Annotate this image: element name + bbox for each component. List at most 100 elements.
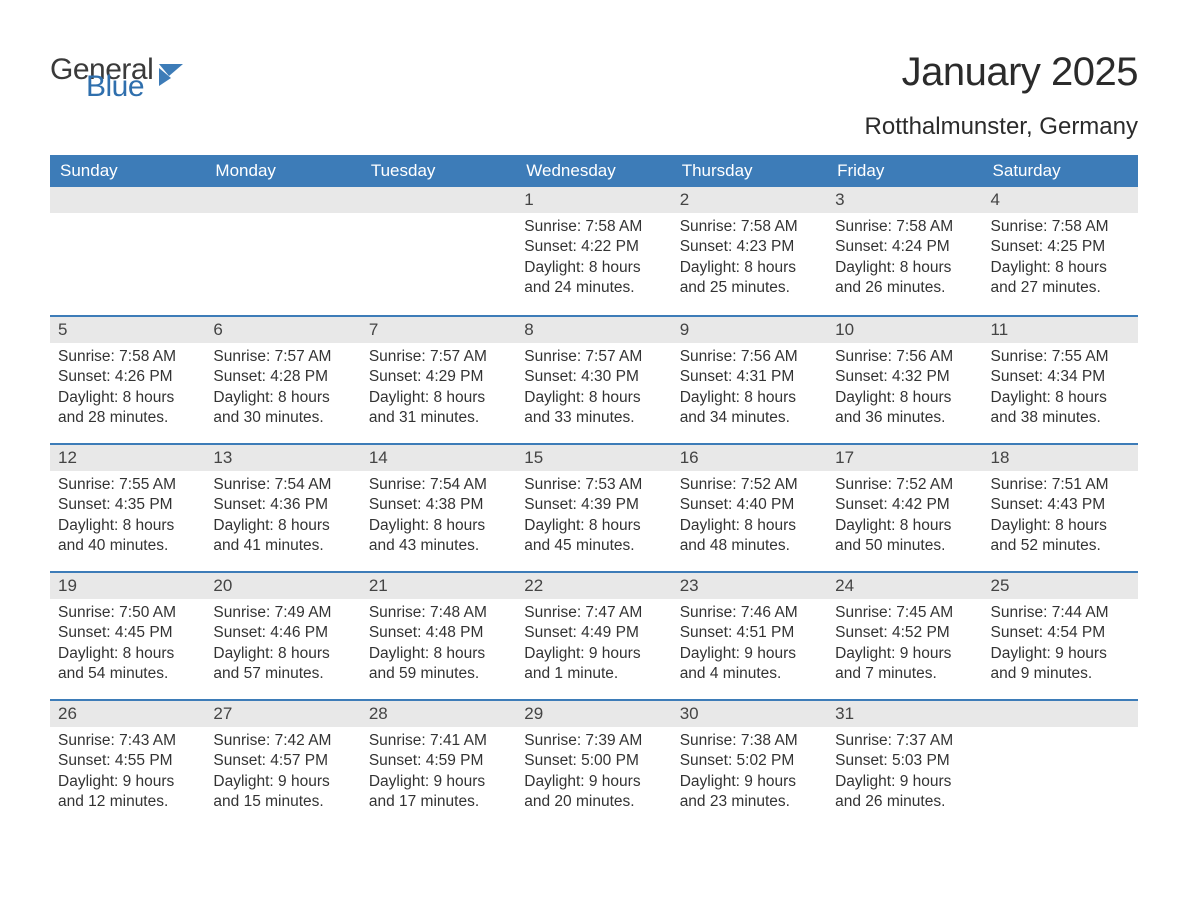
day-number: 15 (516, 445, 671, 471)
sunset-line: Sunset: 4:24 PM (835, 237, 974, 257)
day-details: Sunrise: 7:50 AMSunset: 4:45 PMDaylight:… (50, 599, 205, 685)
day-details: Sunrise: 7:56 AMSunset: 4:31 PMDaylight:… (672, 343, 827, 429)
calendar-cell: 1Sunrise: 7:58 AMSunset: 4:22 PMDaylight… (516, 187, 671, 315)
calendar-cell: 6Sunrise: 7:57 AMSunset: 4:28 PMDaylight… (205, 315, 360, 443)
calendar-cell: 29Sunrise: 7:39 AMSunset: 5:00 PMDayligh… (516, 699, 671, 827)
day-number: 27 (205, 701, 360, 727)
day-number: 22 (516, 573, 671, 599)
day-details: Sunrise: 7:43 AMSunset: 4:55 PMDaylight:… (50, 727, 205, 813)
day-number: 17 (827, 445, 982, 471)
sunset-line: Sunset: 4:57 PM (213, 751, 352, 771)
sunrise-line: Sunrise: 7:45 AM (835, 603, 974, 623)
day-details: Sunrise: 7:49 AMSunset: 4:46 PMDaylight:… (205, 599, 360, 685)
daylight-line: Daylight: 8 hours and 24 minutes. (524, 258, 663, 299)
calendar-cell: 11Sunrise: 7:55 AMSunset: 4:34 PMDayligh… (983, 315, 1138, 443)
logo-text: General Blue (50, 56, 153, 100)
sunset-line: Sunset: 4:36 PM (213, 495, 352, 515)
day-details: Sunrise: 7:54 AMSunset: 4:36 PMDaylight:… (205, 471, 360, 557)
sunrise-line: Sunrise: 7:48 AM (369, 603, 508, 623)
sunset-line: Sunset: 4:22 PM (524, 237, 663, 257)
day-details: Sunrise: 7:44 AMSunset: 4:54 PMDaylight:… (983, 599, 1138, 685)
calendar-cell: 14Sunrise: 7:54 AMSunset: 4:38 PMDayligh… (361, 443, 516, 571)
calendar-cell (983, 699, 1138, 827)
sunrise-line: Sunrise: 7:54 AM (369, 475, 508, 495)
sunrise-line: Sunrise: 7:37 AM (835, 731, 974, 751)
day-details: Sunrise: 7:45 AMSunset: 4:52 PMDaylight:… (827, 599, 982, 685)
weekday-header: Wednesday (516, 155, 671, 187)
day-details: Sunrise: 7:38 AMSunset: 5:02 PMDaylight:… (672, 727, 827, 813)
day-details: Sunrise: 7:52 AMSunset: 4:42 PMDaylight:… (827, 471, 982, 557)
sunrise-line: Sunrise: 7:50 AM (58, 603, 197, 623)
day-number: 24 (827, 573, 982, 599)
day-number: 10 (827, 317, 982, 343)
calendar-cell: 7Sunrise: 7:57 AMSunset: 4:29 PMDaylight… (361, 315, 516, 443)
sunrise-line: Sunrise: 7:56 AM (680, 347, 819, 367)
day-number: 28 (361, 701, 516, 727)
day-number: 11 (983, 317, 1138, 343)
calendar-cell: 12Sunrise: 7:55 AMSunset: 4:35 PMDayligh… (50, 443, 205, 571)
day-details: Sunrise: 7:55 AMSunset: 4:35 PMDaylight:… (50, 471, 205, 557)
calendar-week: 26Sunrise: 7:43 AMSunset: 4:55 PMDayligh… (50, 699, 1138, 827)
day-details: Sunrise: 7:57 AMSunset: 4:29 PMDaylight:… (361, 343, 516, 429)
calendar-cell: 10Sunrise: 7:56 AMSunset: 4:32 PMDayligh… (827, 315, 982, 443)
daylight-line: Daylight: 8 hours and 54 minutes. (58, 644, 197, 685)
sunrise-line: Sunrise: 7:56 AM (835, 347, 974, 367)
day-number: 1 (516, 187, 671, 213)
day-number: 7 (361, 317, 516, 343)
day-number: 30 (672, 701, 827, 727)
day-number: 14 (361, 445, 516, 471)
day-details: Sunrise: 7:48 AMSunset: 4:48 PMDaylight:… (361, 599, 516, 685)
sunrise-line: Sunrise: 7:57 AM (524, 347, 663, 367)
day-details: Sunrise: 7:41 AMSunset: 4:59 PMDaylight:… (361, 727, 516, 813)
calendar-cell: 13Sunrise: 7:54 AMSunset: 4:36 PMDayligh… (205, 443, 360, 571)
daylight-line: Daylight: 8 hours and 30 minutes. (213, 388, 352, 429)
day-number: 6 (205, 317, 360, 343)
day-number (50, 187, 205, 213)
calendar-cell: 5Sunrise: 7:58 AMSunset: 4:26 PMDaylight… (50, 315, 205, 443)
calendar-week: 1Sunrise: 7:58 AMSunset: 4:22 PMDaylight… (50, 187, 1138, 315)
calendar-cell (50, 187, 205, 315)
calendar-cell: 15Sunrise: 7:53 AMSunset: 4:39 PMDayligh… (516, 443, 671, 571)
calendar-cell: 25Sunrise: 7:44 AMSunset: 4:54 PMDayligh… (983, 571, 1138, 699)
sunrise-line: Sunrise: 7:49 AM (213, 603, 352, 623)
daylight-line: Daylight: 8 hours and 36 minutes. (835, 388, 974, 429)
daylight-line: Daylight: 9 hours and 4 minutes. (680, 644, 819, 685)
daylight-line: Daylight: 8 hours and 59 minutes. (369, 644, 508, 685)
sunset-line: Sunset: 4:35 PM (58, 495, 197, 515)
daylight-line: Daylight: 9 hours and 23 minutes. (680, 772, 819, 813)
sunrise-line: Sunrise: 7:39 AM (524, 731, 663, 751)
calendar-cell: 9Sunrise: 7:56 AMSunset: 4:31 PMDaylight… (672, 315, 827, 443)
daylight-line: Daylight: 8 hours and 28 minutes. (58, 388, 197, 429)
daylight-line: Daylight: 8 hours and 50 minutes. (835, 516, 974, 557)
weekday-header: Tuesday (361, 155, 516, 187)
sunset-line: Sunset: 4:38 PM (369, 495, 508, 515)
daylight-line: Daylight: 8 hours and 25 minutes. (680, 258, 819, 299)
sunset-line: Sunset: 5:00 PM (524, 751, 663, 771)
weeks-container: 1Sunrise: 7:58 AMSunset: 4:22 PMDaylight… (50, 187, 1138, 827)
weekday-header: Friday (827, 155, 982, 187)
day-number: 26 (50, 701, 205, 727)
day-number: 19 (50, 573, 205, 599)
sunset-line: Sunset: 5:02 PM (680, 751, 819, 771)
weekday-header: Monday (205, 155, 360, 187)
day-details: Sunrise: 7:58 AMSunset: 4:24 PMDaylight:… (827, 213, 982, 299)
day-number: 5 (50, 317, 205, 343)
day-number (205, 187, 360, 213)
calendar-cell: 2Sunrise: 7:58 AMSunset: 4:23 PMDaylight… (672, 187, 827, 315)
day-number: 13 (205, 445, 360, 471)
daylight-line: Daylight: 8 hours and 57 minutes. (213, 644, 352, 685)
sunset-line: Sunset: 4:52 PM (835, 623, 974, 643)
calendar-cell: 24Sunrise: 7:45 AMSunset: 4:52 PMDayligh… (827, 571, 982, 699)
weekday-header-row: Sunday Monday Tuesday Wednesday Thursday… (50, 155, 1138, 187)
sunrise-line: Sunrise: 7:57 AM (213, 347, 352, 367)
sunset-line: Sunset: 4:48 PM (369, 623, 508, 643)
calendar-cell: 17Sunrise: 7:52 AMSunset: 4:42 PMDayligh… (827, 443, 982, 571)
sunset-line: Sunset: 4:23 PM (680, 237, 819, 257)
header: General Blue January 2025 Rotthalmunster… (50, 50, 1138, 141)
calendar-cell: 28Sunrise: 7:41 AMSunset: 4:59 PMDayligh… (361, 699, 516, 827)
day-number: 21 (361, 573, 516, 599)
sunrise-line: Sunrise: 7:55 AM (991, 347, 1130, 367)
day-details: Sunrise: 7:54 AMSunset: 4:38 PMDaylight:… (361, 471, 516, 557)
sunrise-line: Sunrise: 7:58 AM (58, 347, 197, 367)
sunrise-line: Sunrise: 7:42 AM (213, 731, 352, 751)
